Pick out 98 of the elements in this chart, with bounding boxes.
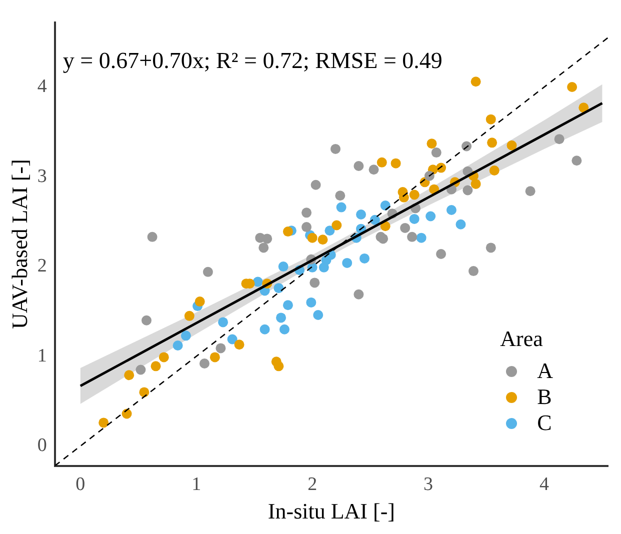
point: [276, 312, 286, 323]
legend-label: A: [537, 358, 553, 384]
point: [158, 352, 169, 362]
point: [234, 340, 244, 350]
point: [426, 138, 437, 149]
point: [354, 161, 364, 172]
point: [302, 208, 312, 218]
point: [282, 226, 293, 237]
point: [489, 166, 500, 176]
point: [506, 140, 517, 150]
point: [98, 418, 109, 428]
point: [400, 222, 410, 233]
x-tick-label: 1: [192, 474, 202, 496]
point: [424, 170, 434, 181]
y-tick-label: 2: [37, 256, 47, 277]
point: [324, 226, 335, 236]
point: [470, 76, 481, 87]
x-axis-title: In-situ LAI [-]: [268, 498, 395, 524]
point: [216, 343, 226, 354]
point: [274, 361, 284, 372]
point: [199, 358, 210, 368]
point: [359, 253, 370, 264]
point: [332, 220, 342, 230]
point: [368, 164, 379, 175]
point: [172, 340, 183, 351]
point: [578, 102, 589, 113]
x-tick-label: 4: [539, 474, 550, 496]
y-axis-title: UAV-based LAI [-]: [6, 159, 32, 330]
point: [262, 234, 272, 244]
legend-title: Area: [500, 326, 544, 352]
point: [302, 222, 312, 232]
point: [274, 283, 284, 294]
point: [318, 234, 328, 245]
point: [307, 232, 318, 243]
point: [227, 334, 238, 344]
point: [409, 214, 420, 224]
point: [380, 221, 390, 232]
point: [310, 278, 320, 288]
point: [306, 297, 316, 308]
x-tick-label: 2: [308, 474, 318, 496]
point: [456, 219, 466, 230]
point: [122, 408, 132, 419]
point: [150, 361, 161, 372]
point: [378, 234, 388, 244]
point: [142, 315, 152, 326]
point: [486, 114, 496, 124]
point: [446, 204, 456, 215]
point: [567, 82, 578, 92]
point: [330, 144, 341, 154]
point: [572, 156, 582, 166]
point: [470, 178, 481, 189]
point: [258, 242, 269, 253]
point: [486, 242, 496, 253]
point: [462, 185, 473, 196]
point: [376, 157, 387, 168]
point: [147, 232, 158, 242]
point: [407, 232, 418, 242]
y-tick-label: 0: [37, 435, 47, 456]
point: [436, 248, 446, 259]
point: [124, 370, 134, 380]
legend-label: C: [537, 410, 552, 436]
point: [180, 330, 191, 341]
point: [431, 148, 442, 158]
point: [210, 352, 220, 362]
x-tick-label: 0: [76, 474, 86, 496]
point: [487, 138, 498, 148]
point: [310, 180, 321, 190]
point: [468, 266, 478, 276]
point: [313, 310, 324, 320]
point: [260, 324, 270, 334]
y-tick-label: 4: [37, 76, 48, 98]
point: [426, 211, 436, 222]
legend-label: B: [537, 384, 552, 410]
y-tick-label: 3: [37, 166, 47, 187]
point: [194, 296, 205, 307]
point: [398, 192, 409, 202]
x-tick-label: 3: [424, 474, 434, 496]
point: [279, 324, 290, 334]
point: [356, 209, 366, 220]
point: [139, 387, 150, 398]
y-tick-label: 1: [37, 345, 47, 366]
point: [282, 300, 293, 310]
point: [342, 258, 352, 268]
point: [416, 232, 426, 243]
point: [409, 190, 420, 200]
point: [354, 289, 364, 300]
point: [202, 266, 213, 277]
point: [218, 317, 228, 328]
annotation: y = 0.67+0.70x; R² = 0.72; RMSE = 0.49: [62, 48, 442, 73]
point: [136, 364, 146, 375]
point: [335, 190, 346, 201]
point: [336, 202, 346, 212]
point: [278, 262, 288, 272]
point: [525, 186, 536, 196]
point: [554, 134, 564, 144]
point: [184, 310, 194, 321]
point: [390, 158, 401, 168]
point: [318, 262, 329, 272]
